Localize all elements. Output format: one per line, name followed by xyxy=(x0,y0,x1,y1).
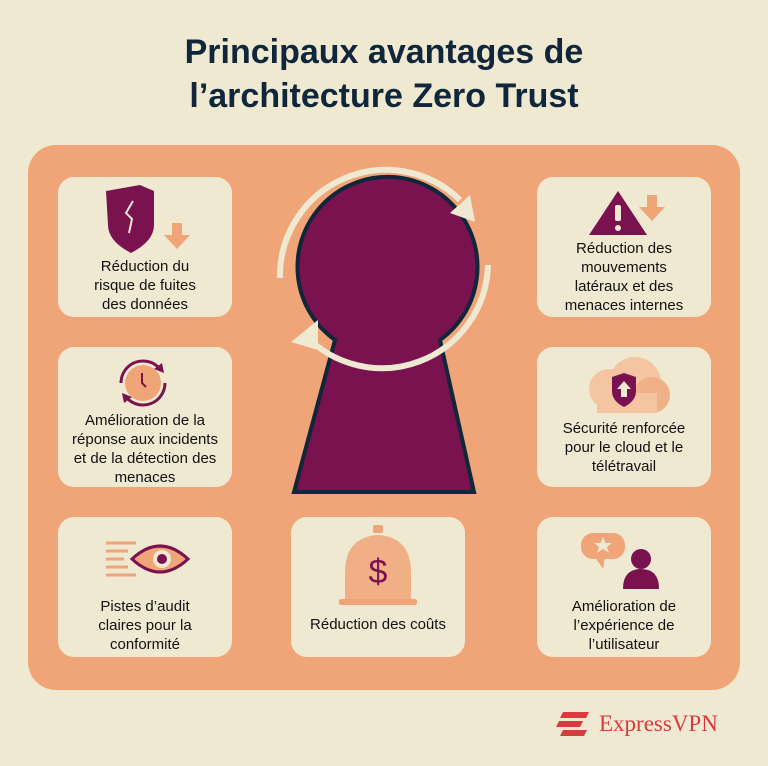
card-label-line: risque de fuites xyxy=(94,277,196,294)
benefit-card-costs: $ Réduction des coûts xyxy=(291,517,465,657)
title-line-2: l’architecture Zero Trust xyxy=(189,77,579,115)
card-label-line: Amélioration de xyxy=(571,598,677,615)
card-label-line: menaces internes xyxy=(564,297,684,314)
benefit-card-user-experience: Amélioration de l’expérience de l’utilis… xyxy=(537,517,711,657)
benefit-card-incident-response: Amélioration de la réponse aux incidents… xyxy=(58,347,232,487)
card-label-line: l’utilisateur xyxy=(588,636,660,653)
money-bag-icon: $ xyxy=(339,525,417,605)
svg-text:$: $ xyxy=(369,553,388,591)
keyhole-icon xyxy=(291,174,480,494)
card-label-line: Amélioration de la xyxy=(84,412,206,429)
card-label-line: menaces xyxy=(114,469,176,486)
card-label-line: pour le cloud et le xyxy=(564,439,684,456)
card-label-line: l’expérience de xyxy=(573,617,675,634)
rotation-arrows-icon xyxy=(276,166,491,372)
warning-down-arrow-icon xyxy=(589,191,665,235)
user-star-feedback-icon xyxy=(581,533,659,589)
expressvpn-logo-icon xyxy=(556,712,589,736)
cloud-shield-icon xyxy=(589,357,670,413)
benefit-card-audit: Pistes d’audit claires pour la conformit… xyxy=(58,517,232,657)
card-label-line: télétravail xyxy=(591,458,657,475)
broken-shield-down-arrow-icon xyxy=(106,185,190,253)
card-label-line: et de la détection des xyxy=(73,450,217,467)
page-title: Principaux avantages de l’architecture Z… xyxy=(0,30,768,118)
card-label-line: Réduction des coûts xyxy=(310,616,446,633)
card-label-line: Réduction des xyxy=(576,240,672,257)
benefit-card-cloud: Sécurité renforcée pour le cloud et le t… xyxy=(537,347,711,487)
card-label-line: Sécurité renforcée xyxy=(562,420,686,437)
card-label-line: claires pour la xyxy=(98,617,192,634)
eye-document-icon xyxy=(106,541,191,577)
card-label-line: conformité xyxy=(109,636,181,653)
benefit-card-data-leak: Réduction du risque de fuites des donnée… xyxy=(58,177,232,317)
card-label-line: Réduction du xyxy=(100,258,190,275)
card-label-line: latéraux et des xyxy=(574,278,674,295)
benefit-card-lateral-movement: Réduction des mouvements latéraux et des… xyxy=(537,177,711,317)
expressvpn-logo: ExpressVPN xyxy=(555,710,718,738)
title-line-1: Principaux avantages de xyxy=(184,33,584,71)
card-label-line: réponse aux incidents xyxy=(72,431,218,448)
card-label-line: Pistes d’audit xyxy=(100,598,190,615)
logo-text: ExpressVPN xyxy=(599,711,718,736)
card-label-line: des données xyxy=(102,296,188,313)
clock-refresh-icon xyxy=(119,359,167,407)
card-label-line: mouvements xyxy=(581,259,667,276)
